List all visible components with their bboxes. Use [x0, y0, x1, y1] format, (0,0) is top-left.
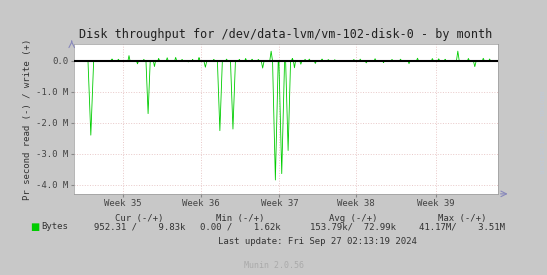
Text: ■: ■ — [30, 222, 39, 232]
Text: 41.17M/    3.51M: 41.17M/ 3.51M — [419, 222, 505, 231]
Text: RRDTOOL / TOBI OETIKER: RRDTOOL / TOBI OETIKER — [538, 91, 543, 173]
Title: Disk throughput for /dev/data-lvm/vm-102-disk-0 - by month: Disk throughput for /dev/data-lvm/vm-102… — [79, 28, 492, 42]
Text: Munin 2.0.56: Munin 2.0.56 — [243, 261, 304, 270]
Text: Cur (-/+): Cur (-/+) — [115, 214, 164, 223]
Text: Bytes: Bytes — [41, 222, 68, 231]
Text: Avg (-/+): Avg (-/+) — [329, 214, 377, 223]
Text: 0.00 /    1.62k: 0.00 / 1.62k — [200, 222, 281, 231]
Text: 153.79k/  72.99k: 153.79k/ 72.99k — [310, 222, 396, 231]
Text: Last update: Fri Sep 27 02:13:19 2024: Last update: Fri Sep 27 02:13:19 2024 — [218, 238, 417, 246]
Text: 952.31 /    9.83k: 952.31 / 9.83k — [94, 222, 185, 231]
Text: Max (-/+): Max (-/+) — [438, 214, 486, 223]
Y-axis label: Pr second read (-) / write (+): Pr second read (-) / write (+) — [23, 38, 32, 200]
Text: Min (-/+): Min (-/+) — [217, 214, 265, 223]
